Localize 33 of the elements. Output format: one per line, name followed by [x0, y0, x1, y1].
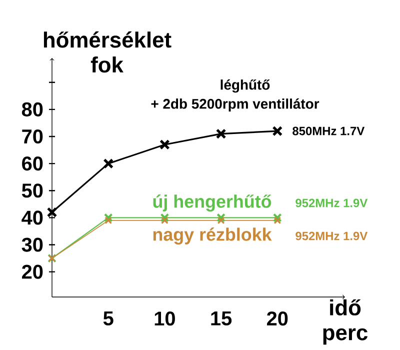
point — [216, 128, 226, 139]
x-tick-label: 5 — [103, 312, 114, 326]
y-tick-label: 70 — [22, 129, 43, 144]
series-label: új hengerhűtő — [153, 194, 272, 212]
annotation: 952MHz 1.9V — [296, 232, 368, 240]
y-tick-label: 80 — [22, 102, 43, 116]
point — [272, 213, 282, 222]
y-tick-label: 60 — [22, 156, 43, 171]
point — [104, 216, 112, 224]
point — [272, 126, 283, 136]
point — [274, 216, 282, 224]
point — [160, 213, 170, 222]
y-tick-label: 50 — [22, 184, 43, 198]
series-label: nagy rézblokk — [153, 228, 272, 244]
y-tick-label: 40 — [22, 210, 43, 225]
x-axis-title: idő perc — [323, 299, 368, 345]
x-tick-label: 15 — [211, 312, 232, 326]
point — [160, 216, 168, 224]
point — [216, 213, 226, 222]
x-tick-label: 20 — [266, 312, 288, 326]
point — [46, 207, 58, 218]
point — [160, 139, 170, 150]
text: léghűtő — [220, 79, 270, 93]
point — [103, 158, 114, 169]
y-tick-label: 30 — [22, 238, 43, 252]
point — [217, 216, 225, 224]
point — [104, 213, 113, 222]
annotation: + 2db 5200rpm ventillátor — [151, 98, 320, 112]
annotation: 850MHz 1.7V — [292, 126, 365, 136]
x-tick-label: 10 — [154, 312, 175, 326]
annotation: 952MHz 1.9V — [296, 198, 368, 208]
y-tick-label: 20 — [22, 264, 43, 279]
y-axis-title: hőmérséklet fok — [44, 31, 172, 73]
